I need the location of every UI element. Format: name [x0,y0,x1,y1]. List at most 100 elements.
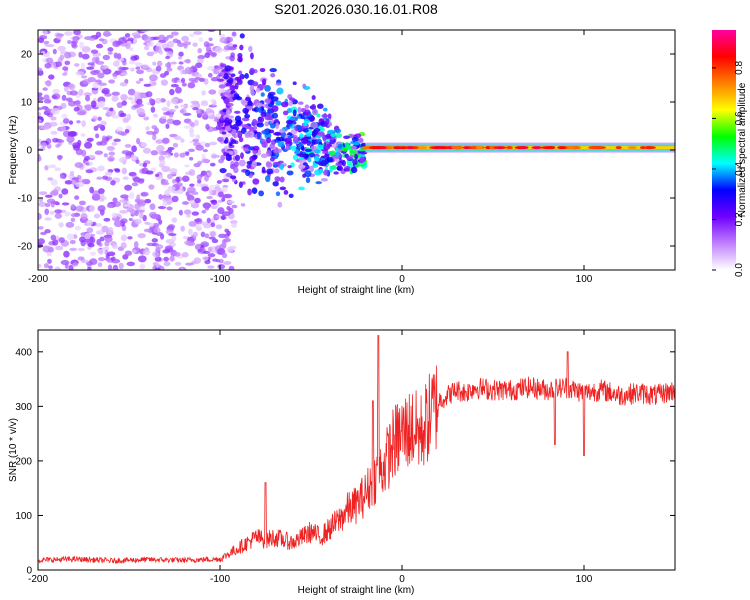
heat-blob [297,101,304,105]
heat-blob [88,37,96,42]
heat-blob [321,113,329,119]
heat-blob [240,203,246,207]
heat-blob [56,33,65,37]
heat-blob [237,130,243,137]
heat-blob [252,145,260,151]
heat-blob [215,224,223,230]
snr-series-line [38,335,675,565]
heat-blob [64,211,71,217]
heat-blob [315,181,323,185]
heat-blob [139,263,146,270]
heat-blob [251,108,257,112]
heat-blob [296,125,302,131]
heat-blob [155,139,164,144]
heat-blob [121,150,131,155]
y-tick-label: -10 [18,194,33,205]
heat-blob [195,76,201,81]
heat-blob [62,118,70,124]
heat-blob [136,194,141,202]
carrier-peak [506,146,513,150]
heat-blob [67,100,77,107]
heat-blob [159,159,166,166]
heat-blob [349,148,357,155]
heat-blob [281,101,289,108]
heat-blob [193,257,202,264]
heat-blob [130,154,137,161]
heat-blob [276,87,284,95]
heat-blob [86,66,95,70]
heat-blob [75,181,85,188]
heat-blob [180,104,188,108]
heat-blob [223,186,228,193]
heat-blob [205,107,212,114]
heat-blob [38,201,47,207]
heat-blob [255,87,261,93]
heat-blob [162,200,168,208]
heat-blob [158,219,163,225]
heat-blob [43,94,50,101]
heat-blob [111,258,121,264]
heat-blob [229,85,236,91]
heat-blob [231,222,237,228]
heat-blob [68,120,74,125]
heat-blob [99,236,105,242]
heat-blob [130,67,135,72]
heat-blob [286,170,294,176]
heat-blob [43,263,49,269]
heat-blob [164,245,174,252]
heat-blob [50,116,57,121]
heat-blob [75,71,85,76]
heat-blob [111,141,118,146]
heat-blob [54,167,61,172]
heat-blob [251,160,257,168]
heat-blob [50,107,60,115]
heat-blob [224,136,229,144]
heat-blob [50,234,57,241]
heat-blob [330,133,337,137]
heat-blob [75,205,84,212]
heat-blob [264,114,272,121]
heat-blob [185,58,191,64]
heat-blob [317,103,324,109]
heat-blob [343,165,351,172]
heat-blob [112,40,121,48]
heat-blob [80,62,86,70]
heat-blob [208,37,213,42]
heat-blob [69,247,78,251]
heat-blob [298,156,305,161]
heat-blob [78,88,84,96]
x-tick-label: -100 [210,274,230,285]
heat-blob [153,227,161,234]
heat-blob [166,67,173,72]
heat-blob [50,130,58,135]
heat-blob [145,170,154,175]
heat-blob [275,100,282,106]
heat-blob [265,161,273,168]
heat-blob [74,225,82,231]
heat-blob [204,52,211,59]
heat-blob [52,89,60,94]
heat-blob [333,171,339,175]
heat-blob [74,63,80,67]
heat-blob [190,122,195,128]
snr-panel: -200 -100 0 100 0 100 200 300 400 Height of str… [8,329,676,596]
heat-blob [200,109,205,114]
heat-blob [107,226,114,234]
heat-blob [298,186,305,191]
heat-blob [249,127,255,132]
heat-blob [186,194,195,202]
heat-blob [330,143,337,148]
heat-blob [166,118,175,125]
heat-blob [169,255,175,262]
heat-blob [200,101,209,107]
heat-blob [298,113,303,117]
heat-blob [252,178,260,185]
heat-blob [174,261,182,266]
heat-blob [143,83,152,87]
heat-blob [289,117,296,121]
heat-blob [304,153,310,158]
heat-blob [208,89,217,95]
heat-blob [224,117,230,123]
heat-blob [134,203,141,211]
